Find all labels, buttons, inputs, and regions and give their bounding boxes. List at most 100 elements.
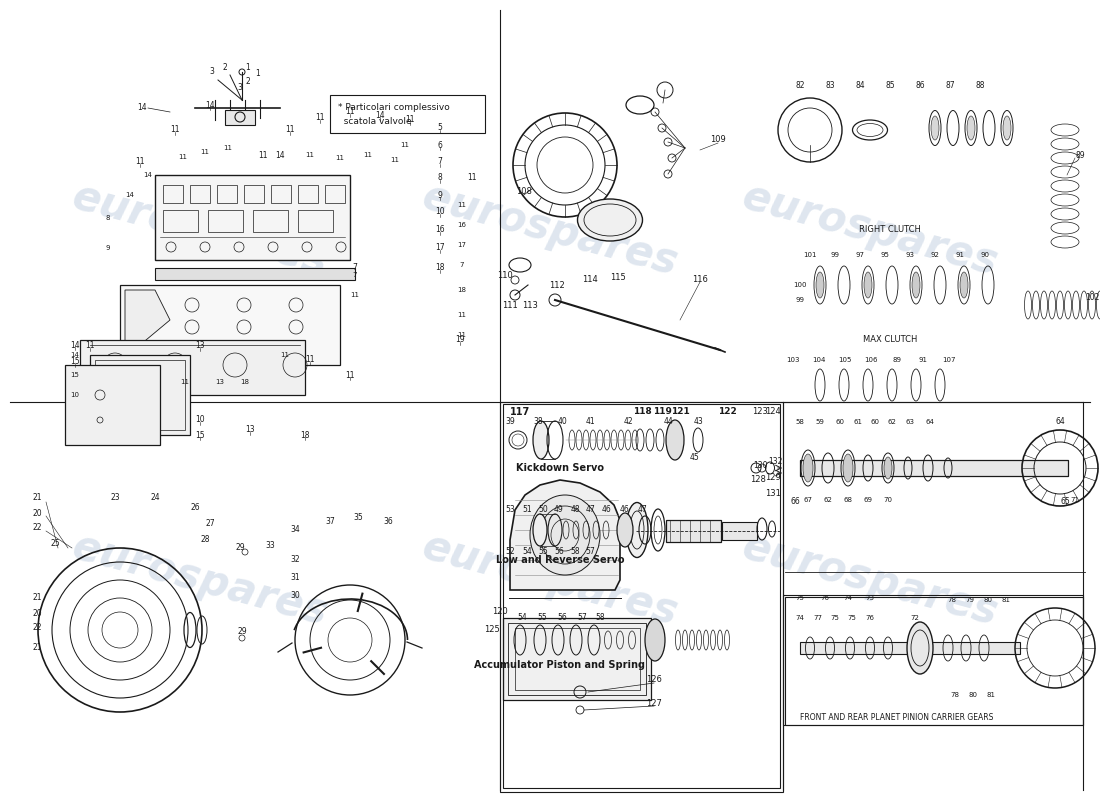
Text: 14: 14 bbox=[138, 103, 146, 113]
Text: 10: 10 bbox=[70, 392, 79, 398]
Text: 28: 28 bbox=[200, 535, 210, 545]
Text: 11: 11 bbox=[178, 154, 187, 160]
Text: 45: 45 bbox=[690, 454, 700, 462]
Text: 95: 95 bbox=[881, 252, 890, 258]
Text: 55: 55 bbox=[538, 547, 548, 557]
Ellipse shape bbox=[645, 619, 665, 661]
Text: 68: 68 bbox=[844, 497, 852, 503]
Text: 64: 64 bbox=[1055, 418, 1065, 426]
Text: 14: 14 bbox=[275, 150, 285, 159]
Text: MAX CLUTCH: MAX CLUTCH bbox=[862, 335, 917, 345]
Text: 11: 11 bbox=[390, 157, 399, 163]
Text: Low and Reverse Servo: Low and Reverse Servo bbox=[496, 555, 625, 565]
Text: 75: 75 bbox=[795, 595, 804, 601]
Text: 11: 11 bbox=[180, 379, 189, 385]
Text: 59: 59 bbox=[815, 419, 824, 425]
Text: 11: 11 bbox=[458, 332, 466, 338]
Ellipse shape bbox=[530, 495, 600, 575]
Text: 54: 54 bbox=[522, 547, 532, 557]
Text: 43: 43 bbox=[693, 418, 703, 426]
Text: eurospares: eurospares bbox=[737, 526, 1002, 634]
Bar bbox=[120, 285, 340, 365]
Text: 34: 34 bbox=[290, 526, 300, 534]
Text: 130: 130 bbox=[752, 462, 768, 470]
Ellipse shape bbox=[1003, 116, 1011, 140]
Text: 16: 16 bbox=[436, 226, 444, 234]
Text: 1: 1 bbox=[245, 63, 250, 73]
Text: 11: 11 bbox=[405, 115, 415, 125]
Text: 99: 99 bbox=[795, 297, 804, 303]
Text: 104: 104 bbox=[812, 357, 826, 363]
Bar bbox=[515, 628, 640, 690]
Text: 117: 117 bbox=[510, 407, 530, 417]
Text: 36: 36 bbox=[383, 518, 393, 526]
Text: 131: 131 bbox=[766, 489, 781, 498]
Text: 85: 85 bbox=[886, 81, 894, 90]
Text: 61: 61 bbox=[854, 419, 862, 425]
Text: 11: 11 bbox=[458, 312, 466, 318]
Text: 18: 18 bbox=[241, 379, 250, 385]
Text: 80: 80 bbox=[983, 597, 992, 603]
Bar bbox=[298, 185, 318, 203]
Bar bbox=[785, 597, 1084, 725]
Text: 56: 56 bbox=[557, 614, 566, 622]
Bar bbox=[800, 642, 1020, 654]
Text: 109: 109 bbox=[711, 135, 726, 145]
Text: 100: 100 bbox=[793, 282, 806, 288]
Text: 25: 25 bbox=[51, 538, 59, 547]
Text: 92: 92 bbox=[931, 252, 939, 258]
Ellipse shape bbox=[666, 420, 684, 460]
Text: 76: 76 bbox=[866, 615, 874, 621]
Text: 15: 15 bbox=[70, 372, 79, 378]
Text: 60: 60 bbox=[870, 419, 880, 425]
Text: 52: 52 bbox=[505, 547, 515, 557]
Text: 3: 3 bbox=[238, 83, 242, 93]
Text: 7: 7 bbox=[460, 262, 464, 268]
Text: 11: 11 bbox=[306, 355, 315, 365]
Bar bbox=[508, 623, 646, 695]
Text: 11: 11 bbox=[400, 142, 409, 148]
Ellipse shape bbox=[967, 116, 975, 140]
Text: 101: 101 bbox=[803, 252, 816, 258]
Text: 21: 21 bbox=[32, 594, 42, 602]
Text: 110: 110 bbox=[497, 270, 513, 279]
Text: 11: 11 bbox=[285, 126, 295, 134]
Text: 119: 119 bbox=[652, 407, 671, 417]
Bar bbox=[155, 175, 350, 260]
Text: 46: 46 bbox=[620, 506, 630, 514]
Text: 22: 22 bbox=[32, 623, 42, 633]
Text: 18: 18 bbox=[300, 430, 310, 439]
Text: 108: 108 bbox=[516, 187, 532, 197]
Text: 65: 65 bbox=[1060, 498, 1070, 506]
Text: 54: 54 bbox=[517, 614, 527, 622]
Text: 35: 35 bbox=[353, 514, 363, 522]
Text: 7: 7 bbox=[353, 272, 358, 278]
Text: 80: 80 bbox=[968, 692, 978, 698]
Bar bbox=[155, 268, 355, 280]
Text: 88: 88 bbox=[976, 81, 984, 90]
Bar bbox=[666, 520, 720, 542]
Text: 87: 87 bbox=[945, 81, 955, 90]
Text: 5: 5 bbox=[438, 123, 442, 133]
Text: 18: 18 bbox=[436, 263, 444, 273]
Text: 11: 11 bbox=[336, 155, 344, 161]
Text: 41: 41 bbox=[585, 418, 595, 426]
Ellipse shape bbox=[864, 272, 872, 298]
Text: 78: 78 bbox=[947, 597, 957, 603]
Text: 44: 44 bbox=[663, 418, 673, 426]
Text: 17: 17 bbox=[458, 242, 466, 248]
Bar bbox=[95, 360, 185, 430]
Text: 15: 15 bbox=[195, 430, 205, 439]
Text: 77: 77 bbox=[814, 615, 823, 621]
Text: 11: 11 bbox=[200, 149, 209, 155]
Text: 58: 58 bbox=[570, 547, 580, 557]
Text: 89: 89 bbox=[892, 357, 902, 363]
Text: 91: 91 bbox=[956, 252, 965, 258]
Text: 19: 19 bbox=[455, 335, 465, 345]
Text: 46: 46 bbox=[601, 506, 610, 514]
Text: 37: 37 bbox=[326, 518, 334, 526]
Text: 14: 14 bbox=[144, 172, 153, 178]
Text: 9: 9 bbox=[438, 190, 442, 199]
Bar bbox=[253, 210, 288, 232]
Text: 16: 16 bbox=[458, 222, 466, 228]
